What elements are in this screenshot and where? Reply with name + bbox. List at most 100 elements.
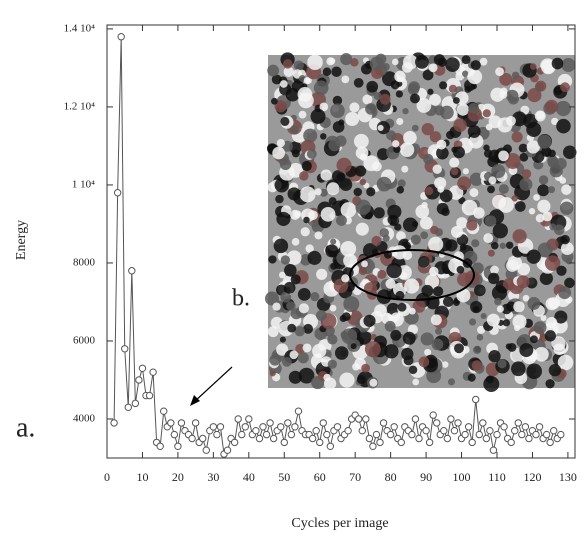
- noise-blob: [373, 92, 382, 101]
- data-point: [507, 438, 515, 447]
- noise-blob: [355, 165, 367, 177]
- noise-blob: [505, 115, 516, 126]
- noise-blob: [307, 250, 322, 265]
- noise-blob: [402, 217, 418, 233]
- noise-blob: [488, 115, 502, 129]
- data-point: [117, 33, 125, 41]
- data-point: [365, 434, 374, 443]
- noise-blob: [297, 287, 311, 301]
- noise-blob: [301, 160, 312, 172]
- noise-blob: [424, 348, 432, 356]
- noise-blob: [437, 57, 447, 67]
- noise-blob: [530, 63, 537, 70]
- noise-blob: [283, 66, 294, 77]
- noise-blob: [330, 103, 345, 119]
- data-point: [128, 267, 136, 275]
- noise-blob: [416, 98, 432, 113]
- noise-blob: [289, 209, 301, 220]
- data-point: [454, 419, 462, 427]
- noise-blob: [418, 356, 430, 368]
- noise-blob: [462, 168, 469, 175]
- data-point: [333, 423, 342, 431]
- noise-blob: [556, 118, 571, 134]
- noise-blob: [392, 140, 400, 148]
- noise-blob: [305, 244, 314, 253]
- noise-blob: [401, 62, 413, 73]
- noise-blob: [424, 186, 434, 196]
- noise-blob: [430, 314, 442, 326]
- noise-blob: [511, 71, 520, 79]
- noise-blob: [540, 314, 547, 322]
- noise-blob: [267, 326, 279, 338]
- noise-blob: [483, 233, 494, 244]
- y-tick-label: 4000: [73, 413, 96, 425]
- noise-blob: [471, 360, 483, 371]
- noise-blob: [534, 346, 549, 362]
- noise-blob: [361, 363, 370, 373]
- data-point: [500, 423, 508, 431]
- noise-blob: [310, 292, 320, 302]
- noise-blob: [431, 338, 444, 351]
- noise-blob: [533, 194, 540, 201]
- data-point: [262, 430, 271, 439]
- noise-blob: [456, 103, 470, 116]
- data-point: [188, 434, 196, 443]
- noise-blob: [513, 324, 521, 332]
- noise-blob: [482, 109, 491, 118]
- noise-blob: [329, 304, 337, 312]
- noise-blob: [441, 361, 449, 368]
- noise-blob: [359, 178, 367, 186]
- noise-blob: [559, 177, 567, 184]
- noise-blob: [320, 169, 332, 181]
- data-point: [557, 430, 565, 439]
- noise-blob: [436, 139, 447, 150]
- data-point: [429, 411, 437, 419]
- noise-blob: [327, 359, 337, 369]
- noise-blob: [341, 328, 358, 345]
- data-point: [369, 442, 377, 450]
- noise-blob: [484, 215, 497, 227]
- noise-blob: [409, 307, 416, 315]
- noise-blob: [332, 95, 343, 106]
- noise-blob: [448, 84, 458, 93]
- data-point: [440, 426, 448, 435]
- noise-blob: [468, 134, 484, 149]
- noise-blob: [427, 88, 434, 95]
- data-point: [252, 426, 260, 435]
- noise-blob: [297, 352, 309, 364]
- data-point: [110, 419, 118, 427]
- noise-blob: [411, 124, 419, 132]
- noise-blob: [560, 242, 574, 255]
- noise-blob: [542, 211, 553, 222]
- data-point: [550, 426, 558, 435]
- noise-blob: [555, 100, 571, 117]
- data-point: [316, 438, 324, 447]
- data-point: [241, 423, 249, 431]
- noise-blob: [526, 140, 540, 154]
- noise-blob: [499, 72, 513, 86]
- noise-blob: [307, 54, 323, 70]
- data-point: [287, 430, 296, 439]
- noise-blob: [513, 301, 525, 313]
- noise-blob: [343, 253, 358, 268]
- noise-blob: [308, 210, 318, 221]
- data-point: [177, 419, 186, 427]
- noise-blob: [436, 202, 449, 215]
- data-point: [447, 415, 455, 423]
- noise-blob: [533, 321, 547, 335]
- data-point: [234, 415, 242, 423]
- noise-blob: [401, 347, 414, 361]
- data-point: [450, 426, 459, 435]
- noise-blob: [340, 53, 353, 66]
- data-point: [138, 364, 147, 372]
- noise-blob: [373, 207, 385, 219]
- noise-blob: [544, 255, 561, 271]
- data-point: [277, 423, 285, 431]
- data-point: [433, 419, 441, 427]
- noise-blob: [303, 323, 313, 334]
- noise-blob: [538, 175, 549, 185]
- noise-blob: [429, 131, 442, 143]
- noise-blob: [556, 265, 567, 276]
- noise-blob: [470, 60, 481, 71]
- noise-blob: [268, 255, 277, 264]
